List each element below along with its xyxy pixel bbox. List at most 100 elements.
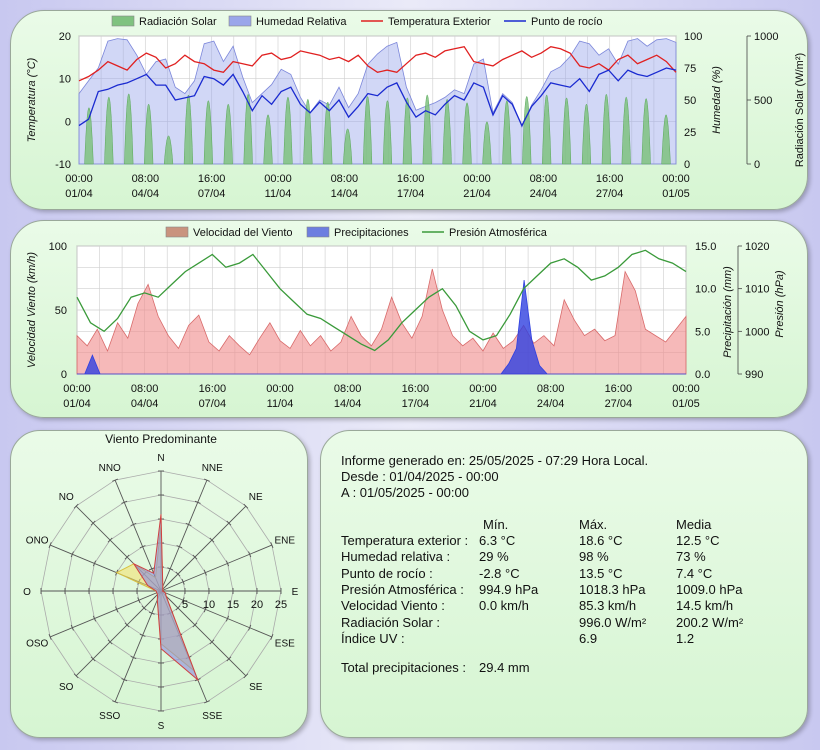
rose-spoke-tick	[139, 633, 146, 637]
legend-rain-swatch	[306, 226, 330, 238]
header-min: Mín.	[483, 517, 509, 532]
radiation-bar	[601, 94, 611, 165]
rose-spoke-tick	[192, 554, 198, 560]
radiation-bar	[661, 114, 671, 165]
x-tick-date: 27/04	[596, 188, 624, 200]
x-tick-time: 08:00	[132, 173, 160, 185]
rose-spoke-tick	[248, 624, 252, 631]
rose-spoke-tick	[209, 537, 215, 543]
rose-direction-label: NE	[249, 492, 263, 503]
rose-spoke-tick	[124, 622, 130, 628]
rose-radial-tick: 25	[275, 599, 287, 611]
legend-radiation-swatch	[111, 15, 135, 27]
legend-humidity-swatch	[228, 15, 252, 27]
rose-spoke-tick	[48, 542, 52, 549]
radiation-bar	[104, 96, 114, 165]
y-tick-precip: 5.0	[695, 326, 710, 338]
radiation-bar	[362, 96, 373, 165]
radiation-bar	[124, 93, 134, 165]
x-tick-time: 00:00	[65, 173, 93, 185]
rose-spoke-tick	[141, 605, 147, 611]
radiation-bar	[223, 104, 233, 165]
rose-radial-tick: 5	[182, 599, 188, 611]
rose-direction-label: ESE	[275, 638, 295, 649]
report-row-min: 6.3 °C	[479, 533, 516, 548]
legend-radiation-label: Radiación Solar	[139, 16, 217, 28]
rose-spoke	[160, 590, 273, 638]
rose-direction-label: ENE	[275, 536, 296, 547]
rose-direction-label: N	[157, 453, 164, 464]
x-tick-date: 24/04	[537, 398, 565, 410]
wind-rose-panel: Viento Predominante N NNE NE ENE E ESE SE SSE S SS…	[10, 430, 308, 738]
temperature-line	[78, 45, 677, 82]
report-row-label: Temperatura exterior :	[341, 533, 469, 548]
report-row-max: 6.9	[579, 630, 598, 646]
temperature-chart: -10 0 10 20 Temperatura (°C) 0 25 50 75 100 Humeda…	[26, 15, 806, 200]
x-tick-date: 07/04	[199, 398, 227, 410]
y-tick-precip: 0.0	[695, 369, 710, 381]
y-tick-pressure: 1020	[745, 241, 769, 253]
rose-spoke-tick	[270, 542, 274, 549]
y-tick-radiation: 500	[754, 95, 772, 107]
rose-direction-label: NNE	[202, 463, 223, 474]
report-generated: Informe generado en: 25/05/2025 - 07:29 …	[341, 453, 649, 468]
x-tick-date: 01/05	[672, 398, 700, 410]
radiation-bar	[283, 96, 293, 165]
y-tick-humidity: 75	[684, 63, 696, 75]
x-tick-time: 16:00	[199, 383, 227, 395]
rose-spoke-tick	[176, 545, 183, 549]
rose-spoke-tick	[225, 560, 230, 567]
rose-spoke-tick	[139, 545, 146, 549]
y-axis-label-temp: Temperatura (°C)	[26, 57, 38, 142]
radiation-bar	[482, 121, 492, 165]
y-tick-humidity: 50	[684, 95, 696, 107]
y-tick-humidity: 100	[684, 31, 702, 43]
report-row-avg: 7.4 °C	[676, 565, 713, 581]
rose-spoke	[160, 479, 208, 592]
x-tick-time: 08:00	[530, 173, 558, 185]
rose-spoke-tick	[194, 500, 201, 504]
rose-spoke	[160, 590, 247, 677]
report-row-label: Punto de rocío :	[341, 565, 433, 581]
y-tick-precip: 10.0	[695, 284, 716, 296]
rose-spoke-tick	[92, 615, 97, 622]
rose-radial-tick: 20	[251, 599, 263, 611]
x-tick-date: 11/04	[265, 188, 292, 200]
rose-spoke	[114, 590, 162, 703]
x-tick-time: 00:00	[266, 383, 294, 395]
report-row-label: Presión Atmosférica :	[341, 581, 464, 597]
rose-spoke-tick	[90, 656, 96, 662]
radiation-bar	[621, 96, 631, 165]
rose-frequency-polygon	[132, 514, 199, 682]
x-tick-time: 00:00	[264, 173, 292, 185]
y-axis-label-humidity: Humedad (%)	[711, 66, 723, 134]
y-tick-wind: 100	[49, 241, 67, 253]
x-tick-time: 08:00	[334, 383, 362, 395]
precip-value: 29.4 mm	[479, 660, 530, 675]
rain-area	[77, 280, 686, 375]
rose-direction-label: OSO	[26, 638, 48, 649]
rose-spoke-tick	[209, 639, 215, 645]
rose-spoke-tick	[137, 597, 141, 604]
rose-spoke-tick	[148, 567, 155, 571]
y-tick-pressure: 1000	[745, 326, 769, 338]
x-tick-date: 07/04	[198, 188, 226, 200]
report-row-avg: 73 %	[676, 549, 706, 565]
rose-spoke-tick	[70, 551, 74, 558]
rose-direction-label: SSE	[202, 711, 222, 722]
x-tick-time: 16:00	[402, 383, 430, 395]
radiation-bar	[581, 104, 592, 165]
rose-direction-label: SO	[59, 682, 74, 693]
rose-radial-tick: 10	[203, 599, 215, 611]
rose-spoke-tick	[73, 673, 79, 679]
x-tick-date: 27/04	[605, 398, 633, 410]
report-row-max: 98 %	[579, 549, 609, 565]
radiation-bar	[502, 100, 512, 165]
x-tick-date: 24/04	[530, 188, 558, 200]
y-tick-temp: 0	[65, 116, 71, 128]
report-row-label: Velocidad Viento :	[341, 598, 445, 614]
x-tick-date: 01/05	[662, 188, 690, 200]
y-tick-humidity: 25	[684, 127, 696, 139]
temperature-panel: -10 0 10 20 Temperatura (°C) 0 25 50 75 100 Humeda…	[10, 10, 808, 210]
rose-spoke-tick	[203, 569, 207, 576]
